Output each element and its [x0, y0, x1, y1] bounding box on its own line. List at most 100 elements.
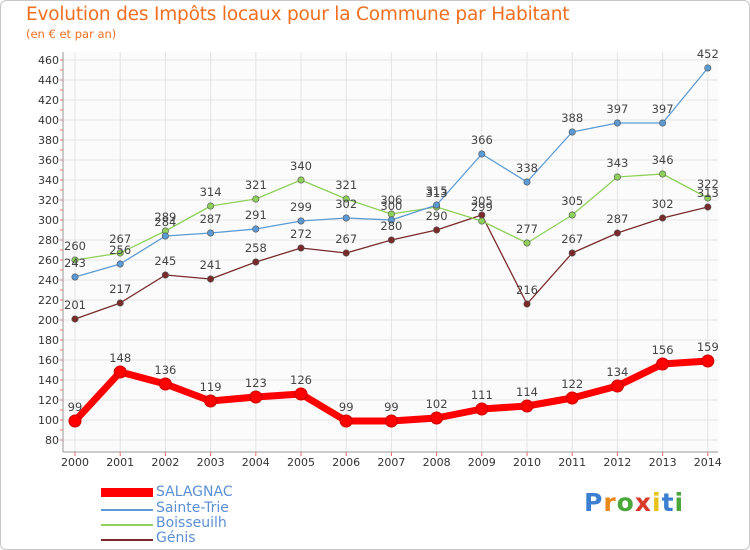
data-label-boisseuilh: 313 — [426, 186, 448, 200]
data-label-sainte-trie: 256 — [109, 243, 131, 257]
data-point-g-nis — [297, 244, 305, 252]
y-tick-label: 380 — [38, 134, 59, 147]
chart-subtitle: (en € et par an) — [26, 27, 117, 41]
x-tick-label: 2007 — [377, 456, 405, 469]
data-point-salagnac — [701, 354, 715, 368]
data-point-salagnac — [610, 379, 624, 393]
data-label-salagnac: 156 — [652, 343, 674, 357]
data-label-boisseuilh: 346 — [652, 153, 674, 167]
y-tick-label: 160 — [38, 354, 59, 367]
data-point-g-nis — [342, 249, 350, 257]
data-point-salagnac — [113, 365, 127, 379]
y-tick-label: 260 — [38, 254, 59, 267]
data-label-boisseuilh: 321 — [335, 178, 357, 192]
legend-swatch-salagnac — [101, 488, 153, 497]
data-point-sainte-trie — [478, 150, 486, 158]
y-tick-label: 100 — [38, 414, 59, 427]
data-point-g-nis — [207, 275, 215, 283]
data-point-sainte-trie — [161, 232, 169, 240]
data-point-boisseuilh — [297, 176, 305, 184]
data-label-g-nis: 313 — [697, 186, 719, 200]
data-point-salagnac — [520, 399, 534, 413]
y-tick-label: 120 — [38, 394, 59, 407]
x-tick-label: 2005 — [287, 456, 315, 469]
data-point-g-nis — [252, 258, 260, 266]
data-label-boisseuilh: 299 — [471, 200, 493, 214]
proxiti-logo: Proxiti — [584, 488, 684, 517]
data-point-sainte-trie — [613, 119, 621, 127]
legend-label-sainte-trie: Sainte-Trie — [156, 500, 229, 516]
y-tick-label: 240 — [38, 274, 59, 287]
data-point-boisseuilh — [71, 256, 79, 264]
data-label-boisseuilh: 343 — [606, 156, 628, 170]
data-point-g-nis — [161, 271, 169, 279]
data-label-salagnac: 136 — [154, 363, 176, 377]
data-label-boisseuilh: 314 — [200, 185, 222, 199]
data-label-boisseuilh: 321 — [245, 178, 267, 192]
y-tick-label: 440 — [38, 74, 59, 87]
x-tick-label: 2002 — [151, 456, 179, 469]
data-label-g-nis: 258 — [245, 241, 267, 255]
y-tick-label: 340 — [38, 174, 59, 187]
x-tick-label: 2003 — [197, 456, 225, 469]
y-tick-label: 300 — [38, 214, 59, 227]
data-point-boisseuilh — [659, 170, 667, 178]
x-tick-label: 2010 — [513, 456, 541, 469]
data-label-salagnac: 99 — [68, 400, 83, 414]
data-label-boisseuilh: 277 — [516, 222, 538, 236]
y-tick-label: 360 — [38, 154, 59, 167]
data-point-boisseuilh — [613, 173, 621, 181]
data-label-g-nis: 267 — [561, 232, 583, 246]
data-point-salagnac — [68, 414, 82, 428]
data-label-sainte-trie: 388 — [561, 111, 583, 125]
data-point-boisseuilh — [252, 195, 260, 203]
data-label-boisseuilh: 340 — [290, 159, 312, 173]
data-point-sainte-trie — [297, 217, 305, 225]
y-tick-label: 400 — [38, 114, 59, 127]
x-tick-label: 2011 — [558, 456, 586, 469]
y-tick-label: 220 — [38, 294, 59, 307]
legend-swatch-boisseuilh — [101, 524, 153, 526]
data-point-sainte-trie — [433, 201, 441, 209]
logo-letter: i — [652, 488, 662, 517]
data-label-sainte-trie: 291 — [245, 208, 267, 222]
data-label-g-nis: 241 — [200, 258, 222, 272]
data-label-sainte-trie: 397 — [652, 102, 674, 116]
data-point-sainte-trie — [71, 273, 79, 281]
data-label-salagnac: 159 — [697, 340, 719, 354]
data-point-salagnac — [249, 390, 263, 404]
data-point-boisseuilh — [704, 194, 712, 202]
x-tick-label: 2009 — [468, 456, 496, 469]
data-label-sainte-trie: 302 — [335, 197, 357, 211]
data-label-g-nis: 290 — [426, 209, 448, 223]
data-point-g-nis — [387, 236, 395, 244]
data-label-boisseuilh: 260 — [64, 239, 86, 253]
data-point-g-nis — [116, 299, 124, 307]
data-point-salagnac — [158, 377, 172, 391]
chart-title: Evolution des Impôts locaux pour la Comm… — [26, 4, 570, 25]
logo-letter: o — [616, 488, 635, 517]
y-tick-label: 420 — [38, 94, 59, 107]
data-label-sainte-trie: 284 — [154, 215, 176, 229]
legend-label-g-nis: Génis — [156, 530, 196, 546]
x-tick-label: 2004 — [242, 456, 270, 469]
x-tick-label: 2008 — [423, 456, 451, 469]
data-point-boisseuilh — [116, 249, 124, 257]
data-label-sainte-trie: 366 — [471, 133, 493, 147]
legend-swatch-sainte-trie — [101, 509, 153, 511]
data-label-g-nis: 272 — [290, 227, 312, 241]
y-tick-label: 320 — [38, 194, 59, 207]
y-tick-label: 140 — [38, 374, 59, 387]
data-point-salagnac — [656, 357, 670, 371]
data-point-g-nis — [613, 229, 621, 237]
data-point-salagnac — [430, 411, 444, 425]
data-point-sainte-trie — [523, 178, 531, 186]
data-label-salagnac: 99 — [384, 400, 399, 414]
data-label-sainte-trie: 315 — [426, 184, 448, 198]
data-point-g-nis — [523, 300, 531, 308]
legend-label-boisseuilh: Boisseuilh — [156, 515, 227, 531]
x-tick-label: 2014 — [694, 456, 722, 469]
data-label-g-nis: 287 — [606, 212, 628, 226]
y-tick-label: 200 — [38, 314, 59, 327]
data-label-salagnac: 123 — [245, 376, 267, 390]
